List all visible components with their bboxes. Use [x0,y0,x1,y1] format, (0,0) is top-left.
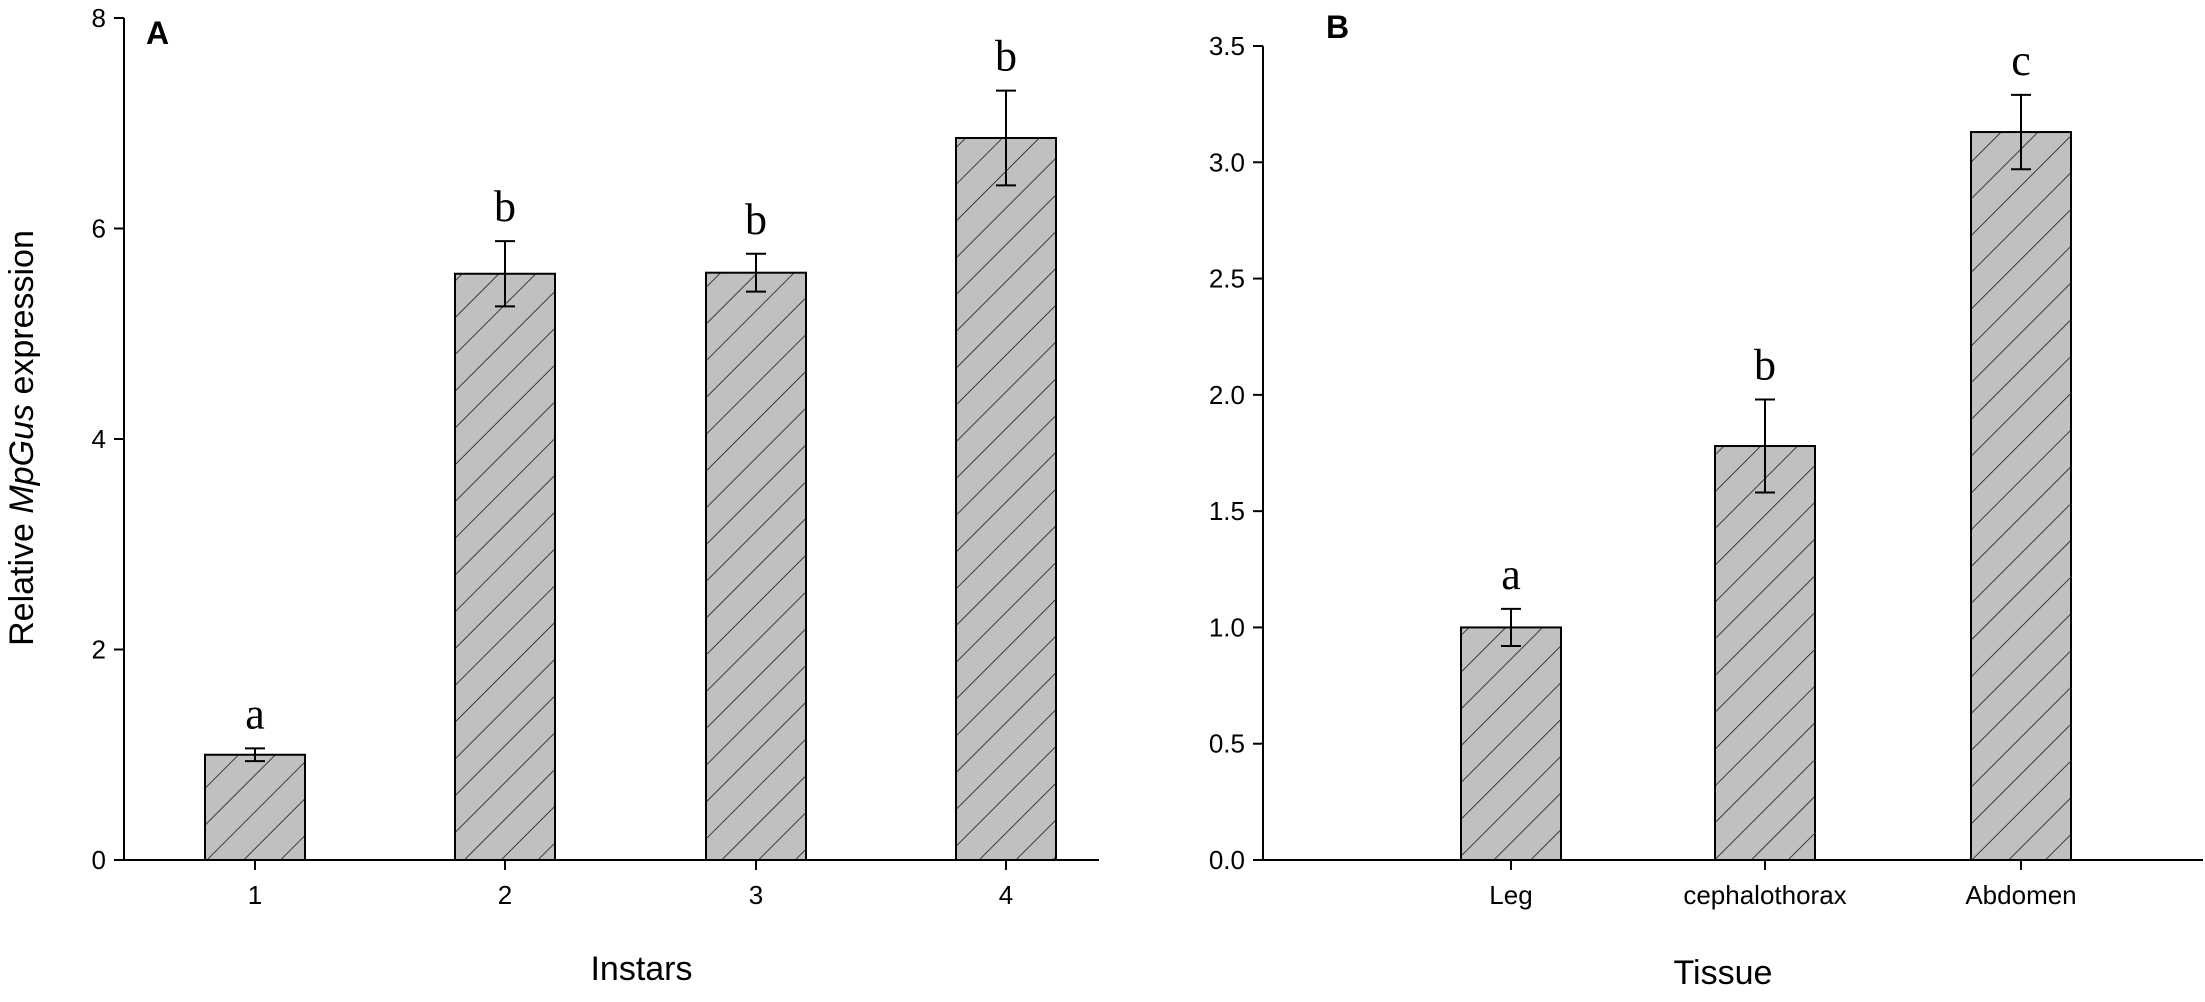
panel-b-x-tick-label: cephalothorax [1683,880,1846,910]
panel-a-bar [955,136,1057,862]
panel-a-x-axis-title: Instars [590,950,692,988]
panel-a-y-title-gene: MpGus [3,404,41,514]
panel-a-x-tick-label: 4 [999,880,1013,910]
panel-b-x-tick-label: Leg [1489,880,1532,910]
panel-a-y-title-prefix: Relative [3,514,41,646]
panel-a-y-tick-label: 2 [92,635,106,665]
panel-a-label: A [146,15,169,51]
panel-a-y-tick-label: 4 [92,424,106,454]
panel-a-x-tick-label: 3 [749,880,763,910]
panel-a-chart: A Instars Relative MpGus expression 0 2 4 6… [3,3,1099,988]
panel-b-x-tick-label: Abdomen [1965,880,2076,910]
panel-a-bar [454,272,556,861]
panel-a-y-tick-label: 0 [92,845,106,875]
panel-b-y-tick-label: 0.0 [1209,845,1245,875]
panel-b-y-tick-label: 3.0 [1209,147,1245,177]
panel-b-y-tick-label: 2.0 [1209,380,1245,410]
panel-a-x-tick-label: 1 [248,880,262,910]
panel-a-y-tick-label: 6 [92,214,106,244]
panel-b-x-axis-title: Tissue [1674,954,1773,992]
panel-b-y-tick-label: 0.5 [1209,729,1245,759]
panel-a-significance-letter: b [745,195,767,244]
panel-a-significance-letter: b [494,182,516,231]
panel-a-significance-letter: b [995,32,1017,81]
panel-b-bar [1714,445,1816,861]
panel-b-y-tick-label: 2.5 [1209,264,1245,294]
panel-a-y-tick-label: 8 [92,3,106,33]
panel-a-significance-letter: a [245,689,265,738]
panel-a-y-title-suffix: expression [3,230,41,404]
panel-b-significance-letter: a [1501,550,1521,599]
panel-b-bar [1460,626,1562,862]
panel-a-x-tick-label: 2 [498,880,512,910]
panel-b-significance-letter: b [1754,341,1776,390]
panel-a-bar [705,271,807,861]
panel-b-y-tick-label: 1.5 [1209,496,1245,526]
panel-b-y-tick-label: 3.5 [1209,31,1245,61]
panel-b-y-tick-label: 1.0 [1209,612,1245,642]
panel-b-chart: B Tissue 0.0 0.5 1.0 1.5 2.0 2.5 3.0 3.5 a Leg b ce… [1209,9,2203,992]
panel-b-significance-letter: c [2011,36,2031,85]
panel-a-y-axis-title: Relative MpGus expression [3,230,41,646]
panel-b-bar [1970,131,2072,861]
panel-b-label: B [1326,9,1349,45]
panel-a-bar [204,753,306,861]
